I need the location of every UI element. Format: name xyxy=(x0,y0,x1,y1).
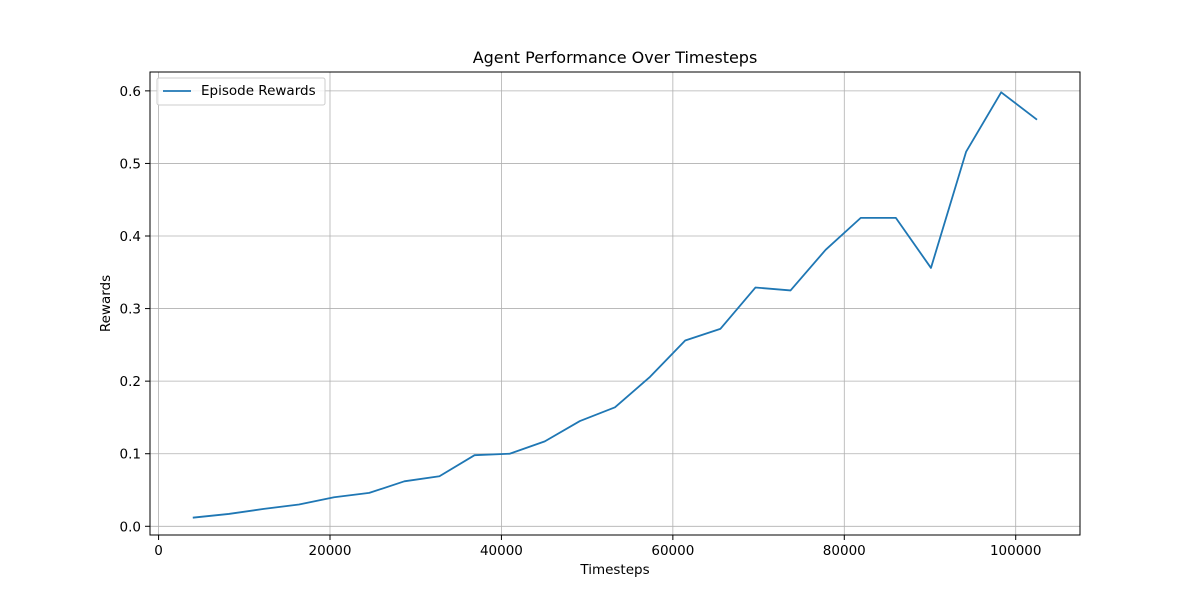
x-tick-label: 80000 xyxy=(823,543,866,559)
series-line-episode-rewards xyxy=(192,91,1038,519)
axes-frame xyxy=(149,71,1081,536)
x-tick-label: 100000 xyxy=(990,543,1042,559)
y-tick-label: 0.4 xyxy=(120,229,141,245)
y-axis-label: Rewards xyxy=(98,275,114,332)
chart-title: Agent Performance Over Timesteps xyxy=(473,48,758,67)
legend-label-episode-rewards: Episode Rewards xyxy=(201,83,316,99)
legend-box xyxy=(156,77,326,106)
y-tick-label: 0.6 xyxy=(120,84,141,100)
x-tick-label: 60000 xyxy=(651,543,694,559)
x-tick-label: 0 xyxy=(154,543,163,559)
y-tick-label: 0.3 xyxy=(120,302,141,318)
x-tick-label: 20000 xyxy=(309,543,352,559)
y-tick-label: 0.2 xyxy=(120,374,141,390)
x-axis-label: Timesteps xyxy=(579,562,649,578)
x-tick-label: 40000 xyxy=(480,543,523,559)
legend: Episode Rewards xyxy=(156,77,326,106)
y-tick-label: 0.5 xyxy=(120,156,141,172)
grid-layer xyxy=(150,72,1080,535)
tick-layer: 0 20000 40000 60000 80000 100000 0.0 0.1 0.2 0.3 0… xyxy=(120,84,1042,559)
y-tick-label: 0.0 xyxy=(120,519,141,535)
y-tick-label: 0.1 xyxy=(120,447,141,463)
series-layer xyxy=(192,91,1038,519)
